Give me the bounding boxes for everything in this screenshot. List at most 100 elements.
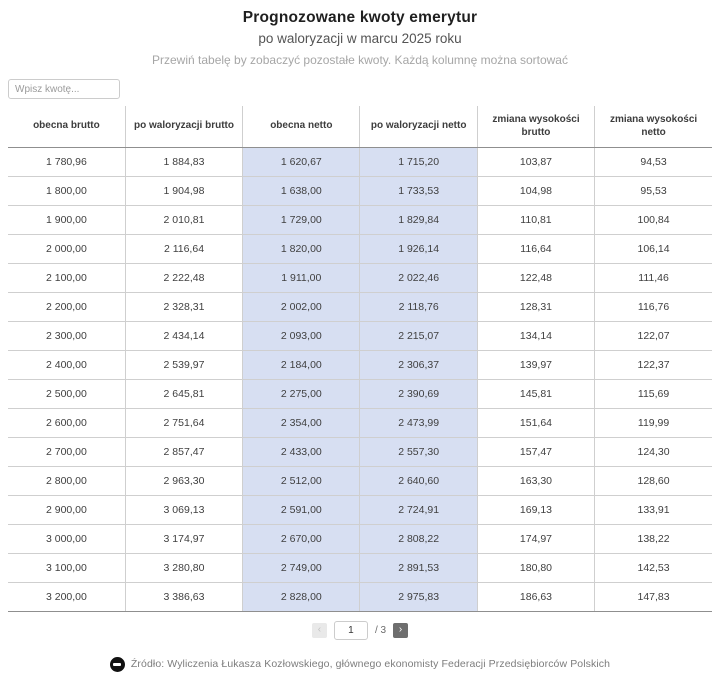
table-cell: 2 433,00 <box>242 437 360 467</box>
table-row: 1 780,96 1 884,83 1 620,67 1 715,20 103,87 94… <box>8 147 712 177</box>
table-cell: 3 200,00 <box>8 582 126 612</box>
table-cell: 2 354,00 <box>242 408 360 438</box>
table-body: 1 780,96 1 884,83 1 620,67 1 715,20 103,87 94… <box>8 147 712 612</box>
table-cell: 2 118,76 <box>359 292 478 322</box>
table-cell: 128,60 <box>594 466 712 496</box>
table-cell: 119,99 <box>594 408 712 438</box>
table-row: 2 000,00 2 116,64 1 820,00 1 926,14 116,64 10… <box>8 234 712 264</box>
table-cell: 2 390,69 <box>359 379 478 409</box>
table-cell: 2 963,30 <box>124 466 243 496</box>
table-row: 2 400,00 2 539,97 2 184,00 2 306,37 139,97 12… <box>8 350 712 380</box>
table-cell: 1 638,00 <box>242 176 360 206</box>
page-subtitle: po waloryzacji w marcu 2025 roku <box>258 31 462 47</box>
pagination: ‹ / 3 › <box>8 620 712 640</box>
table-row: 2 800,00 2 963,30 2 512,00 2 640,60 163,30 12… <box>8 466 712 496</box>
table-cell: 151,64 <box>476 408 595 438</box>
table-cell: 133,91 <box>594 495 712 525</box>
table-cell: 2 900,00 <box>8 495 126 525</box>
table-cell: 2 808,22 <box>359 524 478 554</box>
table-cell: 2 800,00 <box>8 466 126 496</box>
table-cell: 2 891,53 <box>359 553 478 583</box>
scroll-sort-hint: Przewiń tabelę by zobaczyć pozostałe kwo… <box>152 52 568 67</box>
table-cell: 1 926,14 <box>359 234 478 264</box>
table-cell: 157,47 <box>476 437 595 467</box>
table-cell: 2 591,00 <box>242 495 360 525</box>
table-cell: 1 780,96 <box>8 147 126 177</box>
table-cell: 1 911,00 <box>242 263 360 293</box>
table-cell: 1 715,20 <box>359 147 478 177</box>
table-cell: 186,63 <box>476 582 595 612</box>
table-cell: 124,30 <box>594 437 712 467</box>
table-cell: 2 116,64 <box>124 234 243 264</box>
table-header-row: obecna brutto po waloryzacji brutto obecna… <box>8 105 712 148</box>
table-cell: 2 975,83 <box>359 582 478 612</box>
source-text: Źródło: Wyliczenia Łukasza Kozłowskiego,… <box>130 658 611 671</box>
table-cell: 2 100,00 <box>8 263 126 293</box>
table-cell: 122,48 <box>476 263 595 293</box>
table-cell: 1 620,67 <box>242 147 360 177</box>
table-cell: 174,97 <box>476 524 595 554</box>
column-header[interactable]: po waloryzacji netto <box>359 105 478 148</box>
table-cell: 134,14 <box>476 321 595 351</box>
table-header: obecna brutto po waloryzacji brutto obecna… <box>8 105 712 148</box>
table-row: 2 200,00 2 328,31 2 002,00 2 118,76 128,31 11… <box>8 292 712 322</box>
search-row <box>8 79 712 100</box>
table-cell: 2 300,00 <box>8 321 126 351</box>
column-header[interactable]: zmiana wysokości netto <box>594 105 712 148</box>
table-cell: 103,87 <box>476 147 595 177</box>
page-number-input[interactable] <box>333 620 368 640</box>
table-cell: 2 557,30 <box>359 437 478 467</box>
table-cell: 122,07 <box>594 321 712 351</box>
column-header[interactable]: zmiana wysokości brutto <box>476 105 595 148</box>
table-cell: 2 828,00 <box>242 582 360 612</box>
table-row: 3 100,00 3 280,80 2 749,00 2 891,53 180,80 14… <box>8 553 712 583</box>
column-header[interactable]: obecna brutto <box>8 105 126 148</box>
table-cell: 1 884,83 <box>124 147 243 177</box>
table-cell: 163,30 <box>476 466 595 496</box>
next-page-button[interactable]: › <box>393 622 409 638</box>
table-row: 2 300,00 2 434,14 2 093,00 2 215,07 134,14 12… <box>8 321 712 351</box>
table-cell: 142,53 <box>594 553 712 583</box>
table-cell: 2 306,37 <box>359 350 478 380</box>
table-cell: 104,98 <box>476 176 595 206</box>
table-cell: 94,53 <box>594 147 712 177</box>
table-row: 2 600,00 2 751,64 2 354,00 2 473,99 151,64 11… <box>8 408 712 438</box>
table-cell: 1 904,98 <box>124 176 243 206</box>
chart-header: Prognozowane kwoty emerytur po waloryzac… <box>8 8 712 68</box>
table-cell: 2 670,00 <box>242 524 360 554</box>
table-cell: 145,81 <box>476 379 595 409</box>
column-header[interactable]: po waloryzacji brutto <box>124 105 243 148</box>
table-cell: 2 010,81 <box>124 205 243 235</box>
table-cell: 2 002,00 <box>242 292 360 322</box>
table-row: 1 900,00 2 010,81 1 729,00 1 829,84 110,81 10… <box>8 205 712 235</box>
table-cell: 128,31 <box>476 292 595 322</box>
table-cell: 2 215,07 <box>359 321 478 351</box>
table-cell: 1 729,00 <box>242 205 360 235</box>
table-cell: 3 100,00 <box>8 553 126 583</box>
table-cell: 2 222,48 <box>124 263 243 293</box>
table-cell: 2 093,00 <box>242 321 360 351</box>
table-cell: 1 820,00 <box>242 234 360 264</box>
table-cell: 100,84 <box>594 205 712 235</box>
table-cell: 1 900,00 <box>8 205 126 235</box>
table-cell: 2 400,00 <box>8 350 126 380</box>
table-cell: 2 200,00 <box>8 292 126 322</box>
table-cell: 2 473,99 <box>359 408 478 438</box>
table-cell: 2 434,14 <box>124 321 243 351</box>
table-cell: 2 275,00 <box>242 379 360 409</box>
table-cell: 138,22 <box>594 524 712 554</box>
table-cell: 1 829,84 <box>359 205 478 235</box>
table-cell: 110,81 <box>476 205 595 235</box>
table-cell: 1 733,53 <box>359 176 478 206</box>
column-header[interactable]: obecna netto <box>242 105 360 148</box>
source-footer: Źródło: Wyliczenia Łukasza Kozłowskiego,… <box>8 656 712 672</box>
prev-page-button[interactable]: ‹ <box>311 622 327 638</box>
search-input[interactable] <box>8 79 120 100</box>
table-cell: 2 512,00 <box>242 466 360 496</box>
table-cell: 3 386,63 <box>124 582 243 612</box>
table-cell: 111,46 <box>594 263 712 293</box>
table-cell: 2 184,00 <box>242 350 360 380</box>
table-row: 2 700,00 2 857,47 2 433,00 2 557,30 157,47 12… <box>8 437 712 467</box>
table-row: 2 900,00 3 069,13 2 591,00 2 724,91 169,13 13… <box>8 495 712 525</box>
